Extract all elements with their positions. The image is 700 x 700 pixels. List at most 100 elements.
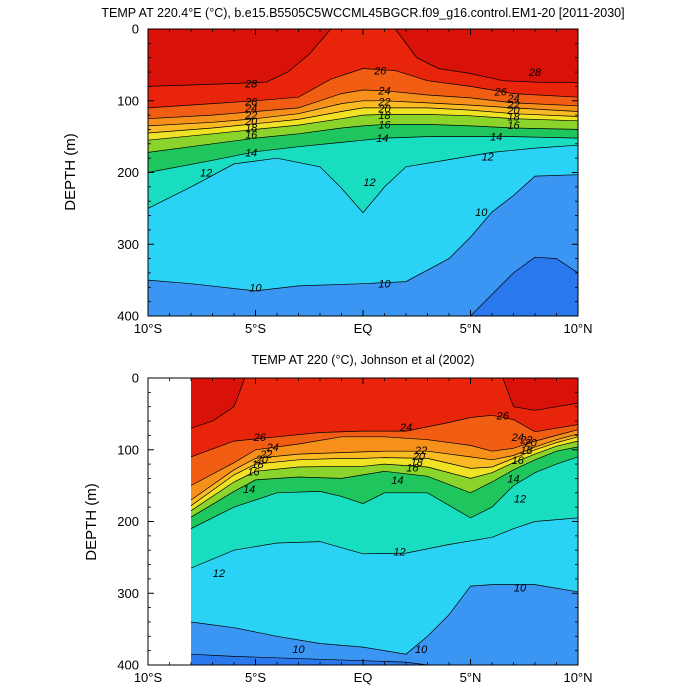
contour-label: 26 bbox=[244, 97, 258, 109]
panel-2-plot-area: 2624222018161424222018161412102624222018… bbox=[191, 378, 578, 665]
isotherm-14 bbox=[191, 456, 578, 530]
contour-label: 22 bbox=[519, 435, 532, 447]
contour-label: 24 bbox=[511, 432, 524, 444]
y-tick-label: 0 bbox=[132, 371, 139, 386]
panel-2-title: TEMP AT 220 (°C), Johnson et al (2002) bbox=[251, 353, 474, 367]
contour-label: 12 bbox=[213, 568, 225, 580]
x-tick-label: 5°N bbox=[460, 670, 482, 685]
y-tick-label: 100 bbox=[117, 93, 139, 108]
contour-label: 12 bbox=[363, 177, 375, 189]
contour-label: 10 bbox=[249, 282, 262, 294]
isotherm-16 bbox=[191, 446, 578, 518]
contour-label: 12 bbox=[514, 494, 526, 506]
contour-label: 22 bbox=[377, 97, 390, 109]
y-tick-label: 400 bbox=[117, 658, 139, 673]
x-tick-label: EQ bbox=[354, 321, 373, 336]
contour-label: 18 bbox=[251, 459, 264, 471]
contour-label: 26 bbox=[373, 66, 387, 78]
contour-label: 18 bbox=[411, 457, 424, 469]
panel-1-title: TEMP AT 220.4°E (°C), b.e15.B5505C5WCCML… bbox=[101, 6, 624, 20]
isotherm-28 bbox=[191, 378, 578, 429]
contour-label: 10 bbox=[415, 644, 428, 656]
contour-label: 14 bbox=[376, 133, 388, 145]
isotherm-16 bbox=[148, 124, 578, 153]
panel-1-plot-area: 2826242220181614121026242220181614121028… bbox=[148, 29, 578, 316]
contour-label: 18 bbox=[520, 445, 533, 457]
y-tick-label: 400 bbox=[117, 309, 139, 324]
contour-label: 20 bbox=[412, 451, 426, 463]
contour-label: 14 bbox=[507, 473, 519, 485]
panel-1: TEMP AT 220.4°E (°C), b.e15.B5505C5WCCML… bbox=[62, 6, 625, 336]
contour-label: 26 bbox=[253, 432, 267, 444]
isotherm-9 bbox=[470, 256, 578, 316]
contour-label: 14 bbox=[245, 147, 257, 159]
x-tick-label: 10°S bbox=[134, 321, 163, 336]
contour-label: 20 bbox=[244, 116, 258, 128]
x-tick-label: 10°S bbox=[134, 670, 163, 685]
contour-label: 26 bbox=[496, 410, 510, 422]
y-tick-label: 300 bbox=[117, 586, 139, 601]
isotherm-22 bbox=[191, 433, 578, 501]
x-tick-label: EQ bbox=[354, 670, 373, 685]
panel-2-ticks: 10°S 5°S EQ 5°N 10°N 0 100 200 300 400 bbox=[117, 371, 592, 686]
contour-label: 16 bbox=[406, 463, 419, 475]
x-tick-label: 5°S bbox=[245, 670, 266, 685]
contour-label: 16 bbox=[378, 119, 391, 131]
isotherm-12 bbox=[191, 517, 578, 569]
contour-label: 14 bbox=[391, 475, 403, 487]
contour-label: 22 bbox=[244, 110, 257, 122]
panel-2: TEMP AT 220 (°C), Johnson et al (2002) 2… bbox=[83, 353, 593, 685]
contour-label: 12 bbox=[200, 168, 212, 180]
isotherm-14 bbox=[148, 136, 578, 173]
contour-label: 24 bbox=[377, 86, 390, 98]
contour-label: 28 bbox=[244, 79, 258, 91]
contour-label: 18 bbox=[245, 122, 258, 134]
contour-label: 20 bbox=[524, 438, 538, 450]
contour-label: 24 bbox=[506, 93, 519, 105]
contour-label: 18 bbox=[378, 110, 391, 122]
contour-label: 10 bbox=[475, 207, 488, 219]
contour-label: 10 bbox=[514, 583, 527, 595]
y-tick-label: 0 bbox=[132, 22, 139, 37]
contour-label: 16 bbox=[507, 120, 520, 132]
contour-label: 22 bbox=[259, 449, 272, 461]
panel-1-ylabel: DEPTH (m) bbox=[62, 133, 79, 211]
contour-label: 16 bbox=[512, 455, 525, 467]
isotherm-26 bbox=[148, 68, 578, 109]
contour-label: 24 bbox=[399, 422, 412, 434]
panel-2-ylabel: DEPTH (m) bbox=[83, 483, 100, 561]
y-tick-label: 100 bbox=[117, 442, 139, 457]
isotherm-18 bbox=[191, 440, 578, 511]
isotherm-24 bbox=[191, 429, 578, 486]
fill-band-10 bbox=[148, 174, 578, 316]
x-tick-label: 10°N bbox=[563, 321, 592, 336]
contour-label: 16 bbox=[245, 130, 258, 142]
y-tick-label: 200 bbox=[117, 514, 139, 529]
isotherm-10 bbox=[191, 584, 578, 655]
isotherm-10 bbox=[148, 174, 578, 292]
isotherm-26 bbox=[191, 414, 578, 458]
contour-label: 16 bbox=[247, 466, 260, 478]
isotherm-28 bbox=[148, 29, 578, 87]
contour-label: 22 bbox=[414, 445, 427, 457]
x-tick-label: 5°N bbox=[460, 321, 482, 336]
isotherm-24 bbox=[148, 89, 578, 120]
contour-label: 12 bbox=[482, 152, 494, 164]
contour-label: 12 bbox=[393, 547, 405, 559]
y-tick-label: 200 bbox=[117, 165, 139, 180]
contour-label: 24 bbox=[266, 442, 279, 454]
contour-label: 18 bbox=[507, 112, 520, 124]
isotherm-22 bbox=[148, 100, 578, 127]
fill-band-10 bbox=[191, 584, 578, 665]
contour-label: 20 bbox=[377, 104, 391, 116]
isotherm-20 bbox=[191, 436, 578, 506]
contour-label: 10 bbox=[292, 644, 305, 656]
contour-label: 20 bbox=[255, 454, 269, 466]
contour-label: 14 bbox=[243, 484, 255, 496]
isotherm-12 bbox=[148, 144, 578, 214]
isotherm-20 bbox=[148, 107, 578, 134]
contour-label: 24 bbox=[244, 103, 257, 115]
contour-label: 26 bbox=[493, 86, 507, 98]
x-tick-label: 5°S bbox=[245, 321, 266, 336]
